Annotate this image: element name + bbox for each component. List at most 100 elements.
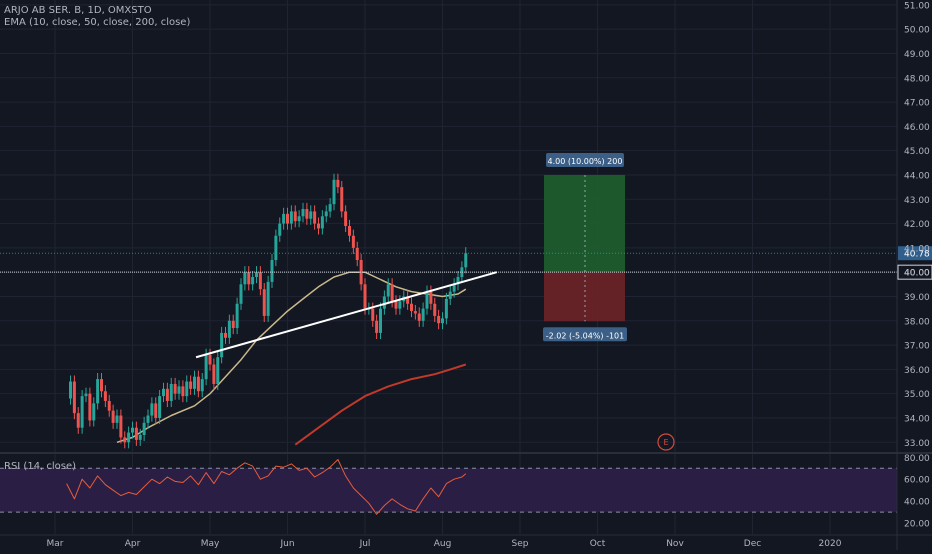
price-tick-label: 40.00 — [904, 269, 930, 279]
price-tick-label: 39.00 — [904, 293, 930, 303]
candle-body — [196, 376, 200, 392]
price-tick-label: 46.00 — [904, 123, 930, 133]
candle-body — [96, 379, 100, 404]
candle-body — [224, 332, 227, 338]
rsi-tick-label: 20.00 — [904, 520, 930, 530]
candle-body — [313, 211, 317, 224]
candle-body — [344, 211, 348, 226]
rsi-tick-label: 40.00 — [904, 498, 930, 508]
candle-body — [437, 315, 441, 324]
candle-body — [239, 284, 243, 304]
earnings-marker-icon — [657, 433, 675, 451]
stop-label: -2.02 (-5.04%) -101 — [546, 331, 624, 340]
drawing-layer: 40.00 40.78 E — [0, 246, 932, 451]
candle-body — [351, 235, 355, 248]
candle-body — [185, 381, 189, 397]
candle-body — [193, 376, 196, 389]
price-tick-label: 47.00 — [904, 99, 930, 109]
time-tick-label: 2020 — [819, 539, 842, 549]
candle-body — [305, 208, 309, 219]
candle-body — [394, 301, 398, 309]
candle-body — [398, 301, 402, 309]
rsi-legend[interactable]: RSI (14, close) — [4, 461, 77, 472]
candle-body — [247, 272, 251, 285]
candle-body — [255, 272, 258, 278]
candle-body — [289, 211, 293, 224]
horizontal-level-label: 40.00 — [904, 269, 930, 279]
candle-body — [355, 247, 359, 261]
symbol-legend[interactable]: ARJO AB SER. B, 1D, OMXSTO — [4, 5, 152, 16]
candle-body — [328, 204, 332, 212]
candle-body — [464, 253, 468, 268]
candle-body — [410, 303, 413, 312]
candle-body — [375, 320, 379, 333]
candle-body — [332, 179, 336, 205]
rsi-series — [66, 459, 467, 515]
candle-body — [134, 427, 138, 440]
candle-body — [406, 296, 410, 304]
price-tick-label: 37.00 — [904, 342, 930, 352]
candle-body — [220, 332, 224, 358]
candle-body — [266, 281, 270, 316]
candle-body — [227, 320, 231, 338]
candle-body — [204, 354, 208, 380]
candle-body — [131, 427, 134, 433]
candle-body — [286, 213, 289, 224]
candle-body — [127, 432, 131, 443]
time-tick-label: Dec — [744, 539, 761, 549]
candle-body — [231, 320, 235, 329]
candle-body — [100, 379, 103, 392]
candle-body — [293, 211, 297, 222]
candle-body — [317, 223, 320, 229]
ema200-line — [294, 363, 467, 446]
rsi-tick-label: 60.00 — [904, 476, 930, 486]
current-price-label: 40.78 — [904, 250, 930, 260]
candle-body — [359, 260, 363, 285]
price-tick-label: 49.00 — [904, 50, 930, 60]
candle-body — [309, 211, 313, 219]
candle-body — [235, 303, 239, 329]
candle-body — [146, 415, 150, 423]
ema-legend[interactable]: EMA (10, close, 50, close, 200, close) — [4, 17, 191, 28]
price-tick-label: 42.00 — [904, 220, 930, 230]
candle-body — [165, 388, 169, 401]
candle-body — [433, 303, 437, 316]
candle-body — [456, 277, 460, 285]
candle-body — [88, 393, 92, 421]
candle-body — [371, 308, 375, 321]
candle-body — [200, 379, 204, 392]
price-tick-label: 38.00 — [904, 317, 930, 327]
price-tick-label: 45.00 — [904, 147, 930, 157]
candle-body — [444, 298, 448, 319]
moving-averages — [116, 271, 467, 446]
candle-body — [348, 226, 351, 236]
candle-body — [270, 260, 274, 282]
candle-body — [115, 415, 119, 423]
candle-body — [274, 235, 278, 261]
candle-body — [429, 291, 433, 304]
candle-body — [92, 403, 96, 421]
candle-body — [216, 357, 220, 384]
candle-body — [212, 364, 216, 384]
candle-body — [84, 393, 88, 397]
rsi-band-layer — [0, 467, 897, 513]
price-tick-label: 33.00 — [904, 439, 930, 449]
time-tick-label: Jul — [359, 539, 371, 549]
candle-body — [177, 386, 181, 394]
rsi-tick-label: 80.00 — [904, 454, 930, 464]
candle-body — [417, 313, 421, 321]
price-tick-label: 48.00 — [904, 74, 930, 84]
price-tick-label: 41.00 — [904, 244, 930, 254]
candle-body — [340, 187, 344, 212]
candle-body — [460, 267, 464, 278]
current-price-badge — [898, 246, 932, 261]
candle-body — [448, 291, 452, 299]
time-tick-label: Aug — [434, 539, 452, 549]
candle-body — [452, 284, 456, 292]
candle-body — [72, 381, 76, 414]
price-tick-label: 51.00 — [904, 1, 930, 11]
candle-body — [379, 308, 382, 333]
candle-body — [169, 383, 173, 401]
